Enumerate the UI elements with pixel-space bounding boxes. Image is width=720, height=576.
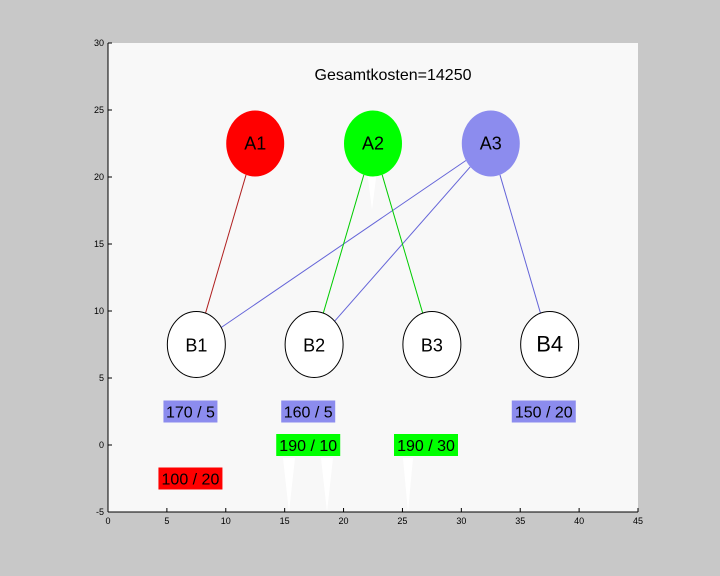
flow-label: 150 / 20 [511, 400, 576, 423]
y-tick-label: 5 [99, 373, 104, 383]
flow-labels: 170 / 5 160 / 5 150 / 20 190 / 10 190 / 30 10… [158, 400, 576, 490]
connection-a3-b4 [499, 174, 541, 314]
artifact-spike [367, 170, 377, 210]
flow-label-text: 170 / 5 [166, 405, 215, 422]
connection-a2-b2 [322, 174, 365, 314]
nodes: A1 A2 A3 B1 B2 B3 B4 [166, 110, 580, 378]
artifact-spike [283, 458, 295, 512]
flow-label-box [394, 434, 458, 456]
sink-circle [520, 311, 580, 378]
source-label: A3 [480, 134, 502, 154]
artifact-spike [321, 458, 333, 512]
diagram-title: Gesamtkosten=14250 [315, 67, 472, 84]
flow-label-text: 150 / 20 [515, 405, 573, 422]
source-node-a1: A1 [226, 110, 285, 177]
x-tick-label: 0 [105, 516, 110, 526]
flow-label-text: 160 / 5 [284, 405, 333, 422]
x-tick-label: 35 [515, 516, 525, 526]
flow-label: 190 / 30 [394, 434, 458, 456]
x-tick-label: 5 [164, 516, 169, 526]
y-tick-label: 0 [99, 440, 104, 450]
sink-node-b2: B2 [284, 311, 344, 378]
sink-node-b4: B4 [520, 311, 580, 378]
source-node-a3: A3 [461, 110, 520, 177]
x-tick-label: 45 [633, 516, 643, 526]
source-circle [344, 110, 402, 177]
source-label: A1 [244, 134, 266, 154]
flow-label-text: 100 / 20 [162, 472, 220, 489]
sink-label: B4 [536, 332, 563, 357]
sink-circle [402, 311, 462, 378]
flow-label-text: 190 / 30 [397, 438, 455, 455]
y-tick-label: 25 [94, 105, 104, 115]
y-tick-label: -5 [96, 507, 104, 517]
sink-label: B3 [421, 336, 443, 356]
source-circle [461, 110, 520, 177]
y-tick-label: 10 [94, 306, 104, 316]
connection-a2-b3 [381, 174, 424, 314]
y-tick-label: 30 [94, 38, 104, 48]
flow-label-text: 190 / 10 [279, 438, 337, 455]
x-tick-label: 15 [280, 516, 290, 526]
flow-label: 190 / 10 [276, 434, 341, 456]
flow-label-box [158, 467, 223, 490]
sink-node-b3: B3 [402, 311, 462, 378]
artifact-spike [403, 458, 413, 512]
flow-label-box [281, 400, 336, 423]
flow-label: 160 / 5 [281, 400, 336, 423]
sink-label: B2 [303, 336, 325, 356]
source-node-a2: A2 [344, 110, 402, 177]
source-label: A2 [362, 134, 384, 154]
flow-label-box [511, 400, 576, 423]
y-tick-label: 20 [94, 172, 104, 182]
x-tick-label: 40 [574, 516, 584, 526]
x-tick-label: 10 [221, 516, 231, 526]
flow-label: 100 / 20 [158, 467, 223, 490]
sink-node-b1: B1 [166, 311, 226, 378]
x-tick-label: 25 [397, 516, 407, 526]
y-tick-label: 15 [94, 239, 104, 249]
x-tick-label: 30 [456, 516, 466, 526]
sink-circle [284, 311, 344, 378]
flow-label-box [163, 400, 218, 423]
connection-lines [205, 160, 541, 328]
sink-circle [166, 311, 226, 378]
flow-label: 170 / 5 [163, 400, 218, 423]
flow-label-box [276, 434, 341, 456]
source-circle [226, 110, 285, 177]
sink-label: B1 [185, 336, 207, 356]
connection-a1-b1 [205, 174, 247, 314]
x-tick-label: 20 [339, 516, 349, 526]
